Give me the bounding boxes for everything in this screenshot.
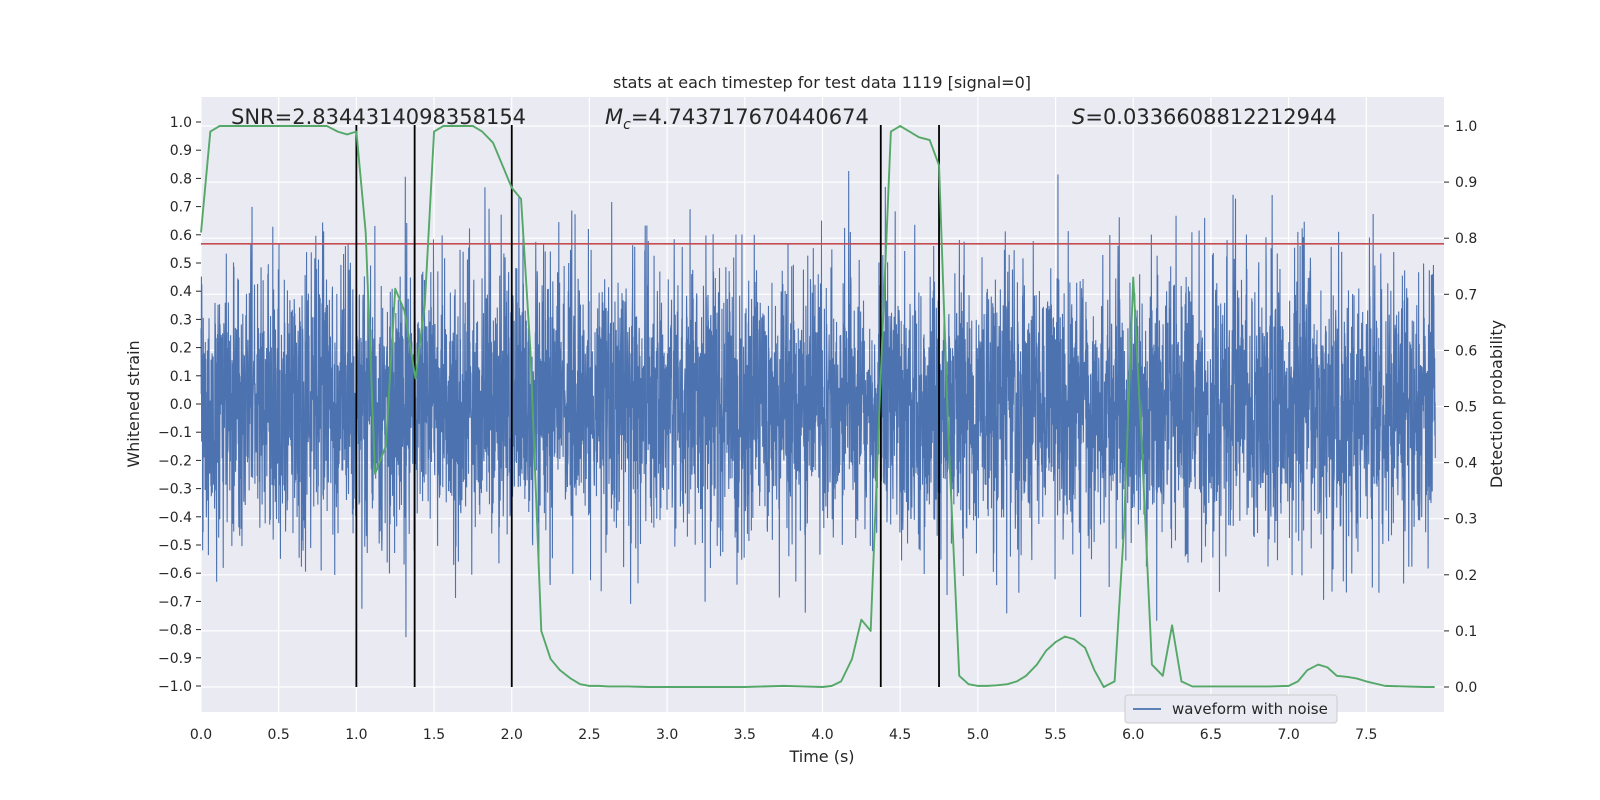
x-tick-label: 4.5 xyxy=(889,727,911,743)
y-right-tick-label: 0.0 xyxy=(1455,680,1477,696)
y-tick-label: −1.0 xyxy=(158,679,192,695)
x-tick-label: 7.0 xyxy=(1277,727,1299,743)
x-tick-label: 6.5 xyxy=(1200,727,1222,743)
y-tick-label: 0.4 xyxy=(170,284,192,300)
y-tick-label: −0.5 xyxy=(158,538,192,554)
y-tick-label: 0.1 xyxy=(170,369,192,385)
y-tick-label: 1.0 xyxy=(170,115,192,131)
legend: waveform with noise xyxy=(1124,694,1338,724)
y-tick-label: −0.1 xyxy=(158,425,192,441)
y-right-axis-label: Detection probability xyxy=(1487,320,1506,488)
y-right-tick-label: 0.6 xyxy=(1455,343,1477,359)
chirp-mass-subscript: c xyxy=(623,117,631,133)
chirp-mass-symbol: M xyxy=(605,105,623,129)
y-right-tick-label: 0.1 xyxy=(1455,624,1477,640)
y-tick-label: 0.6 xyxy=(170,228,192,244)
legend-entry-waveform: waveform with noise xyxy=(1172,700,1328,718)
y-tick-label: 0.3 xyxy=(170,312,192,328)
x-tick-label: 7.5 xyxy=(1355,727,1377,743)
y-right-tick-label: 0.9 xyxy=(1455,175,1477,191)
y-tick-label: 0.0 xyxy=(170,397,192,413)
s-annotation: S=0.0336608812212944 xyxy=(1072,105,1337,129)
waveform-series xyxy=(200,171,1436,638)
y-tick-label: −0.2 xyxy=(158,453,192,469)
x-tick-label: 1.5 xyxy=(423,727,445,743)
snr-annotation: SNR=2.8344314098358154 xyxy=(231,105,526,129)
detection-probability-line xyxy=(200,125,1435,688)
legend-box xyxy=(1124,694,1338,724)
y-right-tick-label: 0.3 xyxy=(1455,512,1477,528)
y-tick-label: 0.2 xyxy=(170,341,192,357)
y-tick-label: −0.8 xyxy=(158,623,192,639)
y-tick-label: 0.9 xyxy=(170,143,192,159)
y-right-tick-label: 0.7 xyxy=(1455,287,1477,303)
y-right-tick-label: 0.5 xyxy=(1455,400,1477,416)
s-value: =0.0336608812212944 xyxy=(1085,105,1336,129)
x-tick-label: 0.5 xyxy=(268,727,290,743)
x-tick-label: 0.0 xyxy=(190,727,212,743)
y-tick-label: −0.3 xyxy=(158,482,192,498)
probability-series xyxy=(200,125,1435,688)
y-axis-ticks: 1.0 0.9 0.8 0.7 0.6 0.5 0.4 0.3 0.2 0.1 0.0 −0.1 −0.… xyxy=(158,115,201,695)
x-tick-label: 6.0 xyxy=(1122,727,1144,743)
y-axis-label: Whitened strain xyxy=(124,340,143,467)
y-tick-label: 0.7 xyxy=(170,200,192,216)
y-right-tick-label: 0.2 xyxy=(1455,568,1477,584)
x-axis-label: Time (s) xyxy=(788,747,854,766)
x-tick-label: 2.5 xyxy=(578,727,600,743)
x-tick-label: 5.0 xyxy=(967,727,989,743)
y-tick-label: 0.5 xyxy=(170,256,192,272)
chirp-mass-value: =4.743717670440674 xyxy=(631,105,869,129)
x-tick-label: 3.5 xyxy=(734,727,756,743)
chart-title: stats at each timestep for test data 111… xyxy=(613,73,1031,92)
x-tick-label: 4.0 xyxy=(811,727,833,743)
s-symbol: S xyxy=(1072,105,1085,129)
waveform-line xyxy=(200,171,1436,638)
y-right-tick-label: 0.4 xyxy=(1455,456,1477,472)
x-tick-label: 1.0 xyxy=(345,727,367,743)
x-axis-ticks: 0.0 0.5 1.0 1.5 2.0 2.5 3.0 3.5 4.0 4.5 5.0 5.5 6.0 6… xyxy=(190,727,1378,743)
reference-lines xyxy=(201,125,1444,687)
y-right-tick-label: 1.0 xyxy=(1455,119,1477,135)
y-right-axis-ticks: 1.0 0.9 0.8 0.7 0.6 0.5 0.4 0.3 0.2 0.1 0.0 xyxy=(1444,119,1477,696)
x-tick-label: 3.0 xyxy=(656,727,678,743)
y-tick-label: −0.7 xyxy=(158,594,192,610)
y-tick-label: −0.9 xyxy=(158,651,192,667)
x-tick-label: 5.5 xyxy=(1044,727,1066,743)
y-tick-label: 0.8 xyxy=(170,171,192,187)
y-right-tick-label: 0.8 xyxy=(1455,231,1477,247)
chirp-mass-annotation: Mc=4.743717670440674 xyxy=(605,105,869,133)
y-tick-label: −0.6 xyxy=(158,566,192,582)
x-tick-label: 2.0 xyxy=(501,727,523,743)
y-tick-label: −0.4 xyxy=(158,510,192,526)
